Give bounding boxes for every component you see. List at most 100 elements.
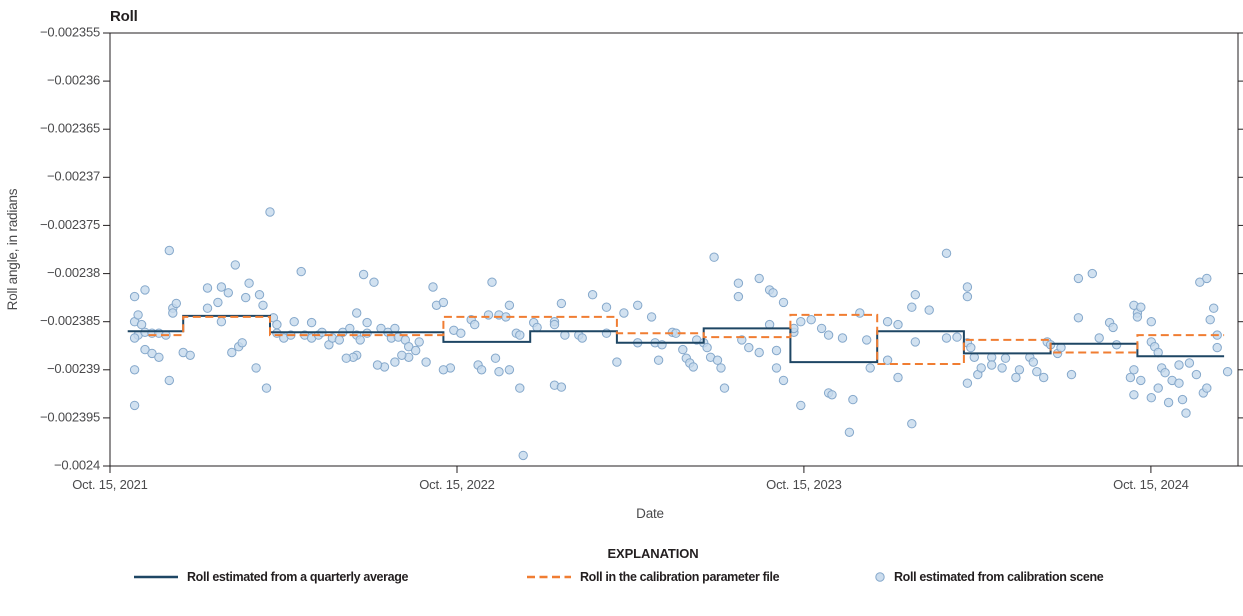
calibration-scene-point (962, 291, 973, 302)
calibration-scene-point (882, 355, 893, 365)
calibration-scene-point (352, 308, 362, 318)
calibration-scene-point (962, 378, 973, 388)
calibration-scene-point (515, 330, 525, 340)
calibration-scene-point (1191, 369, 1202, 380)
calibration-scene-point (518, 450, 528, 461)
calibration-scene-point (646, 312, 657, 322)
calibration-scene-point (1146, 317, 1157, 327)
legend-item-calibration-scene: Roll estimated from calibration scene (874, 569, 1104, 585)
legend-label: Roll in the calibration parameter file (580, 570, 780, 584)
calibration-scene-point (1181, 408, 1191, 418)
calibration-scene-point (1073, 313, 1084, 323)
calibration-scene-point (796, 317, 806, 327)
calibration-scene-point (966, 342, 976, 353)
calibration-scene-point (1136, 375, 1146, 386)
calibration-scene-point (577, 333, 587, 343)
calibration-scene-point (633, 300, 643, 310)
calibration-scene-point (653, 355, 664, 365)
calibration-scene-point (719, 383, 730, 393)
calibration-scene-point (1039, 372, 1049, 383)
calibration-scene-point (1195, 277, 1205, 287)
calibration-scene-point (1028, 357, 1039, 367)
calibration-scene-point (258, 300, 268, 310)
calibration-scene-point (428, 282, 438, 292)
calibration-scene-point (962, 282, 973, 292)
calibration-scene-point (549, 319, 560, 330)
calibration-scene-point (136, 319, 147, 330)
calibration-scene-point (844, 427, 855, 437)
calibration-scene-point (778, 297, 789, 308)
calibration-scene-point (171, 298, 182, 309)
calibration-scene-point (556, 298, 567, 309)
calibration-scene-point (202, 283, 213, 293)
calibration-scene-point (168, 308, 178, 318)
calibration-scene-point (456, 328, 466, 338)
y-axis-tick-label: −0.002375 (40, 217, 100, 232)
calibration-scene-point (1125, 372, 1136, 383)
calibration-scene-point (358, 269, 369, 280)
calibration-scene-point (1014, 365, 1025, 375)
calibration-scene-point (369, 277, 379, 287)
calibration-scene-point (702, 342, 712, 353)
calibration-scene-point (1202, 273, 1212, 284)
calibration-scene-point (1087, 268, 1098, 279)
calibration-scene-point (421, 357, 431, 367)
calibration-scene-point (306, 317, 317, 328)
x-axis-title: Date (636, 506, 664, 521)
calibration-scene-point (438, 365, 449, 375)
legend-label: Roll estimated from a quarterly average (187, 570, 409, 584)
calibration-scene-point (882, 317, 893, 327)
calibration-scene-point (216, 317, 227, 327)
calibration-scene-point (771, 363, 782, 373)
calibration-scene-point (754, 347, 764, 358)
circle-swatch-icon (875, 572, 885, 582)
calibration-scene-point (164, 245, 175, 256)
calibration-scene-point (289, 317, 299, 327)
calibration-scene-point (862, 335, 872, 345)
y-axis-tick-label: −0.00237 (47, 169, 100, 184)
plot-frame (109, 32, 1239, 467)
calibration-scene-point (1209, 303, 1219, 313)
calibration-scene-point (129, 400, 140, 411)
calibration-scene-point (976, 363, 986, 373)
y-axis-tick-label: −0.002395 (40, 409, 100, 424)
calibration-scene-point (1202, 383, 1212, 393)
calibration-scene-point (129, 365, 140, 375)
calibration-scene-point (716, 363, 726, 373)
calibration-scene-point (216, 282, 227, 292)
calibration-scene-point (893, 372, 903, 383)
calibration-scene-point (744, 342, 754, 353)
calibration-scene-point (1132, 312, 1143, 322)
calibration-scene-point (265, 207, 275, 217)
calibration-scene-point (1129, 390, 1139, 400)
calibration-scene-point (244, 278, 254, 288)
calibration-scene-point (1153, 383, 1163, 393)
calibration-scene-point (202, 303, 213, 313)
calibration-scene-point (778, 375, 789, 386)
calibration-scene-point (907, 419, 917, 429)
y-axis-tick-label: −0.00239 (47, 361, 100, 376)
plot-area: −0.002355 −0.00236 −0.002365 −0.00237 −0.002… (5, 24, 1243, 521)
calibration-scene-point (341, 353, 351, 363)
calibration-scene-point (1129, 365, 1139, 375)
calibration-scene-point (1066, 369, 1077, 380)
calibration-scene-point (910, 337, 920, 347)
calibration-scene-point (133, 310, 143, 320)
calibration-scene-point (254, 290, 265, 300)
calibration-scene-point (241, 292, 251, 303)
calibration-scene-point (129, 291, 140, 302)
calibration-scene-point (213, 297, 223, 308)
calibration-scene-point (941, 248, 952, 259)
calibration-scene-point (1136, 302, 1146, 312)
calibration-scene-point (806, 315, 816, 325)
calibration-scene-point (733, 291, 744, 302)
calibration-scene-point (688, 362, 698, 372)
calibration-scene-point (230, 260, 241, 270)
calibration-scene-point (1011, 372, 1021, 383)
calibration-scene-point (1160, 368, 1170, 378)
calibration-scene-point (438, 297, 449, 308)
calibration-scene-point (601, 328, 612, 338)
x-axis-tick-label: Oct. 15, 2023 (766, 477, 841, 492)
x-axis-tick-label: Oct. 15, 2021 (72, 477, 147, 492)
